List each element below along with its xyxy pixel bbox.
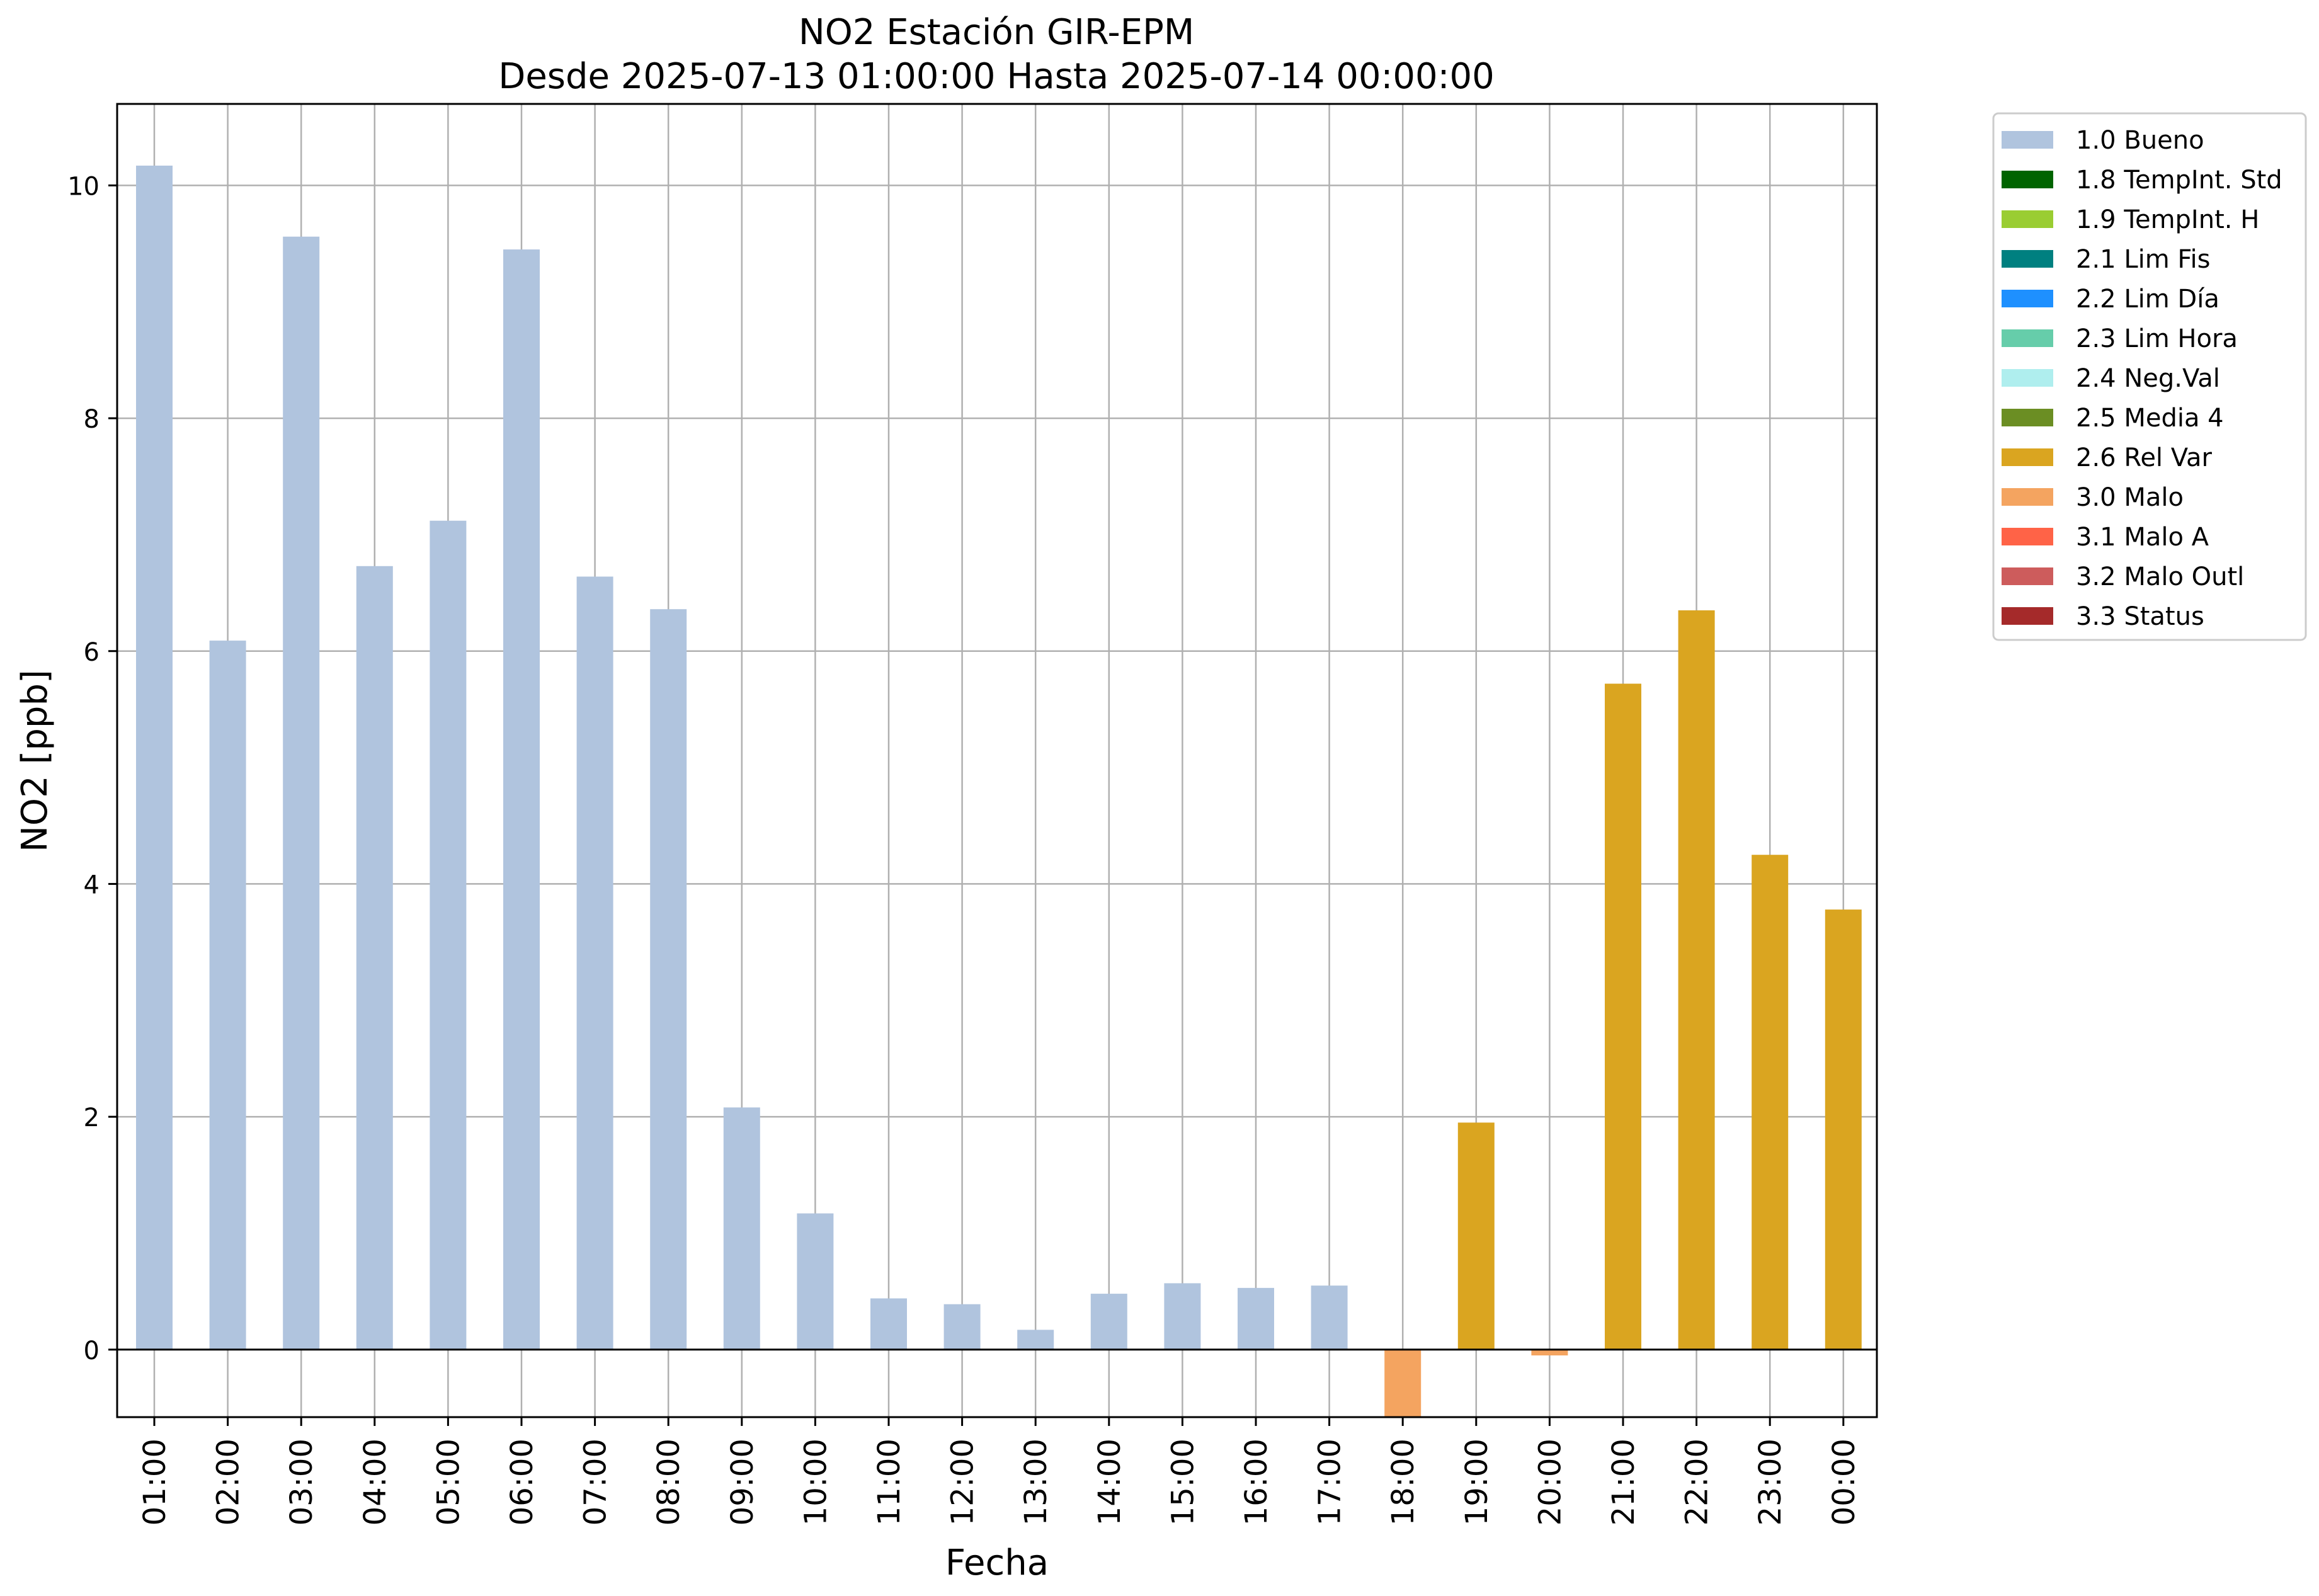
chart-subtitle: Desde 2025-07-13 01:00:00 Hasta 2025-07-… [498, 56, 1495, 97]
legend-label: 2.1 Lim Fis [2076, 245, 2210, 274]
bar-08:00 [650, 609, 687, 1350]
y-tick-label: 4 [84, 870, 100, 899]
x-tick-label: 08:00 [651, 1439, 687, 1525]
legend-label: 1.0 Bueno [2076, 126, 2204, 155]
legend-label: 1.8 TempInt. Std [2076, 166, 2282, 195]
plot-frame [116, 103, 1878, 1418]
legend-swatch-1.0 [2002, 131, 2053, 149]
legend-swatch-2.5 [2002, 409, 2053, 426]
legend-label: 3.1 Malo A [2076, 523, 2209, 552]
x-axis-label: Fecha [945, 1542, 1049, 1583]
x-tick-label: 05:00 [431, 1439, 466, 1525]
y-tick-label: 2 [84, 1103, 100, 1132]
bar-04:00 [356, 566, 393, 1350]
legend-swatch-1.9 [2002, 210, 2053, 228]
bar-23:00 [1752, 855, 1789, 1350]
legend: 1.0 Bueno 1.8 TempInt. Std 1.9 TempInt. H 2… [1992, 112, 2307, 641]
legend-swatch-1.8 [2002, 171, 2053, 188]
legend-swatch-2.3 [2002, 329, 2053, 347]
legend-label: 2.4 Neg.Val [2076, 364, 2220, 393]
bar-10:00 [797, 1213, 834, 1350]
x-tick-label: 18:00 [1386, 1439, 1421, 1525]
legend-label: 2.3 Lim Hora [2076, 324, 2238, 353]
x-tick-label: 04:00 [358, 1439, 393, 1525]
bar-21:00 [1605, 683, 1641, 1350]
bar-17:00 [1311, 1285, 1348, 1350]
x-tick-label: 01:00 [137, 1439, 173, 1525]
x-tick-label: 17:00 [1313, 1439, 1348, 1525]
x-tick-label: 03:00 [284, 1439, 319, 1525]
x-tick-label: 12:00 [945, 1439, 981, 1525]
legend-swatch-2.6 [2002, 448, 2053, 466]
legend-label: 3.2 Malo Outl [2076, 562, 2244, 591]
legend-label: 3.3 Status [2076, 602, 2204, 631]
bar-18:00 [1384, 1349, 1422, 1417]
x-tick-label: 10:00 [798, 1439, 833, 1525]
x-tick-label: 23:00 [1753, 1439, 1788, 1525]
bar-19:00 [1457, 1122, 1495, 1350]
chart-title: NO2 Estación GIR-EPM [799, 12, 1194, 53]
y-tick-label: 10 [67, 172, 100, 201]
x-tick-label: 15:00 [1165, 1439, 1200, 1525]
bar-14:00 [1090, 1294, 1127, 1350]
bar-13:00 [1017, 1330, 1054, 1350]
y-tick-label: 0 [84, 1337, 100, 1365]
legend-swatch-3.0 [2002, 488, 2053, 506]
bar-01:00 [136, 165, 173, 1350]
legend-swatch-2.4 [2002, 369, 2053, 387]
legend-label: 1.9 TempInt. H [2076, 205, 2259, 234]
bar-22:00 [1678, 610, 1715, 1350]
legend-swatch-3.3 [2002, 607, 2053, 625]
x-tick-label: 21:00 [1606, 1439, 1641, 1525]
x-tick-label: 06:00 [504, 1439, 540, 1525]
x-tick-label: 22:00 [1680, 1439, 1715, 1525]
x-tick-label: 13:00 [1018, 1439, 1054, 1525]
x-tick-label: 11:00 [872, 1439, 907, 1525]
legend-frame [1992, 112, 2307, 641]
bar-00:00 [1825, 909, 1862, 1350]
bar-15:00 [1164, 1283, 1201, 1350]
legend-label: 2.2 Lim Día [2076, 285, 2219, 314]
bar-06:00 [503, 249, 540, 1350]
bar-09:00 [723, 1107, 760, 1350]
x-tick-label: 20:00 [1532, 1439, 1568, 1525]
legend-label: 2.5 Media 4 [2076, 404, 2224, 433]
y-tick-label: 8 [84, 405, 100, 434]
legend-swatch-3.2 [2002, 567, 2053, 585]
x-tick-label: 00:00 [1826, 1439, 1862, 1525]
legend-swatch-2.1 [2002, 250, 2053, 268]
legend-swatch-3.1 [2002, 528, 2053, 545]
x-tick-label: 19:00 [1459, 1439, 1495, 1525]
y-axis-label: NO2 [ppb] [14, 670, 55, 852]
bar-02:00 [209, 641, 246, 1350]
bar-05:00 [430, 520, 467, 1350]
x-tick-label: 16:00 [1239, 1439, 1274, 1525]
x-tick-label: 14:00 [1092, 1439, 1127, 1525]
bars [136, 165, 1862, 1417]
x-tick-label: 07:00 [578, 1439, 613, 1525]
bar-16:00 [1238, 1287, 1274, 1350]
bar-11:00 [870, 1298, 907, 1350]
legend-label: 2.6 Rel Var [2076, 443, 2213, 472]
bar-12:00 [943, 1304, 981, 1350]
x-axis-ticks: 01:00 02:00 03:00 04:00 05:00 06:00 07:00 08:00… [137, 1417, 1862, 1525]
legend-swatch-2.2 [2002, 290, 2053, 307]
y-axis-ticks: 0 2 4 6 8 10 [67, 172, 117, 1365]
bar-03:00 [283, 236, 320, 1350]
x-tick-label: 09:00 [725, 1439, 760, 1525]
y-tick-label: 6 [84, 638, 100, 667]
bar-20:00 [1531, 1349, 1568, 1356]
x-tick-label: 02:00 [211, 1439, 246, 1525]
legend-label: 3.0 Malo [2076, 483, 2184, 512]
bar-07:00 [576, 576, 613, 1350]
